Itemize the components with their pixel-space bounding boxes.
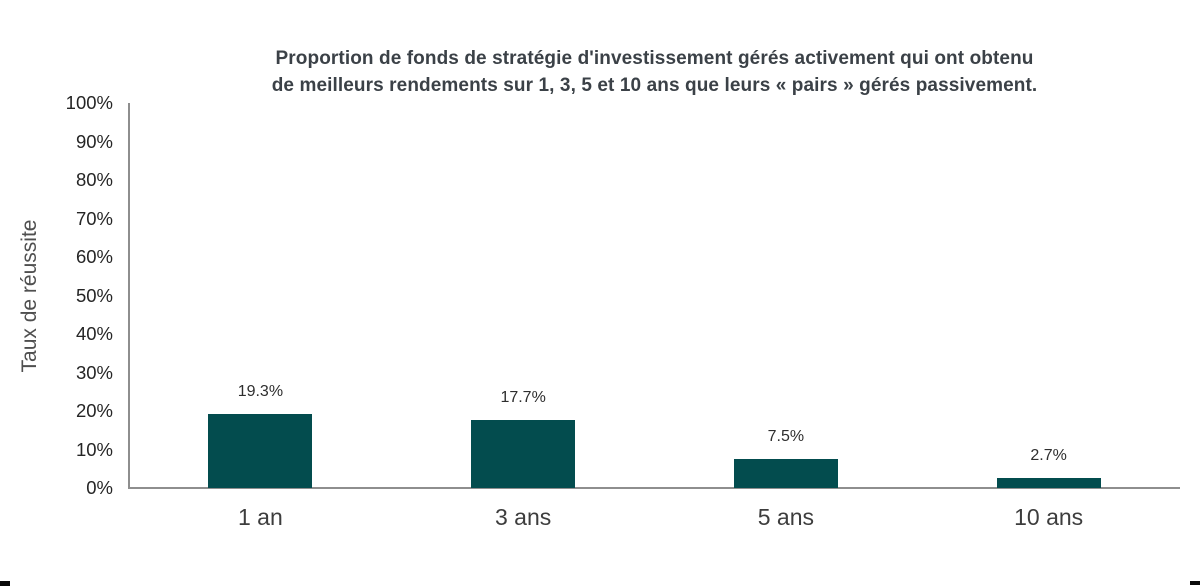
bottom-right-crop-mark bbox=[1190, 581, 1200, 585]
y-tick-label: 70% bbox=[75, 207, 113, 229]
y-tick-label: 20% bbox=[75, 400, 113, 421]
bar-value-label: 2.7% bbox=[1030, 446, 1067, 464]
x-category-label: 5 ans bbox=[757, 504, 814, 530]
bar bbox=[996, 477, 1101, 488]
y-tick-label: 0% bbox=[86, 477, 113, 498]
bottom-left-crop-mark bbox=[0, 581, 10, 586]
y-tick-label: 40% bbox=[75, 323, 113, 344]
bar bbox=[471, 419, 576, 488]
chart-title: Proportion de fonds de stratégie d'inves… bbox=[129, 45, 1180, 99]
y-tick-label: 50% bbox=[75, 284, 113, 306]
x-category-label: 3 ans bbox=[494, 504, 552, 530]
bar-value-label: 7.5% bbox=[767, 428, 805, 446]
y-tick-label: 60% bbox=[75, 246, 113, 267]
bar-value-label: 17.7% bbox=[500, 388, 546, 406]
bar bbox=[733, 459, 838, 488]
y-tick-label: 10% bbox=[75, 438, 113, 460]
bar bbox=[208, 413, 313, 488]
x-axis-line bbox=[128, 487, 1180, 489]
y-axis-line bbox=[128, 103, 130, 489]
x-category-label: 10 ans bbox=[1014, 504, 1084, 530]
y-tick-label: 100% bbox=[65, 92, 113, 113]
x-category-label: 1 an bbox=[237, 504, 283, 530]
y-tick-label: 30% bbox=[75, 361, 113, 383]
chart-title-line2: de meilleurs rendements sur 1, 3, 5 et 1… bbox=[271, 75, 1038, 96]
y-tick-label: 80% bbox=[75, 169, 113, 190]
y-tick-label: 90% bbox=[75, 130, 113, 152]
chart-title-line1: Proportion de fonds de stratégie d'inves… bbox=[275, 48, 1034, 69]
bar-value-label: 19.3% bbox=[237, 382, 284, 400]
